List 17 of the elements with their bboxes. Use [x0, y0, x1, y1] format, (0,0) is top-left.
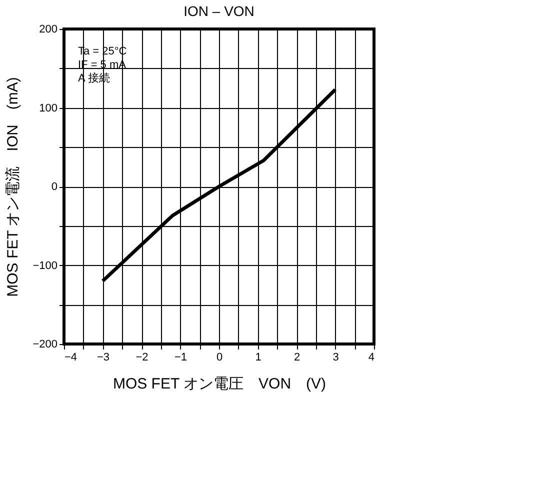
y-tick-label: −100	[32, 260, 58, 272]
y-axis-title: MOS FET オン電流 ION (mA)	[4, 77, 22, 297]
x-tick-label: −1	[174, 352, 188, 364]
y-tick-label: −200	[32, 338, 58, 350]
x-tick-label: 1	[255, 352, 262, 364]
x-axis-title: MOS FET オン電圧 VON (V)	[112, 376, 326, 392]
x-tick-label: 4	[368, 352, 374, 364]
y-tick-label: 100	[39, 102, 58, 114]
x-tick-label: −3	[96, 352, 110, 364]
y-tick-label: 200	[39, 24, 58, 36]
x-tick-label: 0	[216, 352, 223, 364]
x-tick-label: 2	[294, 352, 300, 364]
x-tick-label: 3	[332, 352, 339, 364]
x-tick-label: −2	[136, 352, 148, 364]
x-tick-label: −4	[64, 352, 78, 364]
y-tick-label: 0	[51, 181, 58, 193]
chart-title: ION – VON	[184, 3, 254, 19]
